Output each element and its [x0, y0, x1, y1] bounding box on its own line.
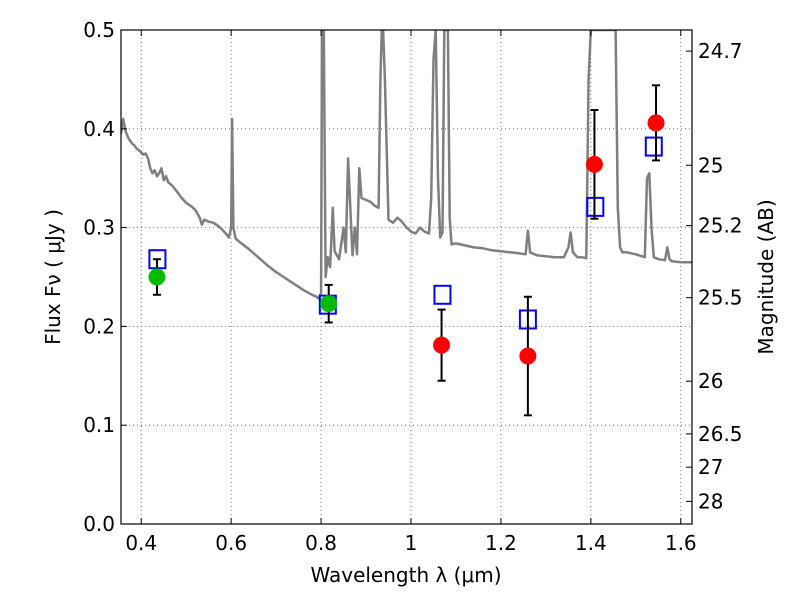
y-tick-label: 0.5	[83, 18, 115, 42]
green-data-point	[320, 295, 338, 313]
y2-tick-label: 26.5	[698, 422, 743, 446]
plot-frame	[120, 29, 693, 525]
y2-tick-label: 24.7	[698, 39, 743, 63]
y2-tick-label: 27	[698, 455, 723, 479]
y2-tick-label: 28	[698, 489, 723, 513]
x-tick-label: 1	[405, 531, 418, 555]
spectrum-line	[121, 30, 692, 300]
y2-tick-label: 25.2	[698, 214, 743, 238]
x-tick-label: 1.2	[485, 531, 517, 555]
y-tick-label: 0.3	[83, 216, 115, 240]
x-tick-label: 1.6	[665, 531, 697, 555]
x-tick-label: 0.8	[305, 531, 337, 555]
red-data-point	[647, 114, 665, 132]
y-tick-label: 0.1	[83, 413, 115, 437]
x-axis-label: Wavelength λ (μm)	[310, 563, 501, 587]
y-axis-label: Flux Fν ( μJy )	[41, 209, 65, 345]
red-data-point	[585, 155, 603, 173]
model-square-point	[644, 136, 663, 157]
green-data-point	[148, 268, 166, 286]
y2-tick-label: 26	[698, 369, 723, 393]
y2-axis-label: Magnitude (AB)	[754, 199, 778, 354]
y-tick-label: 0.0	[83, 512, 115, 536]
red-data-point	[519, 347, 537, 365]
axis-ticks: 0.4 0.6 0.8 1 1.2 1.4 1.6 0.0 0.1 0.2 0.3 0.4 0.5 24.…	[83, 18, 742, 555]
y2-tick-label: 25.5	[698, 286, 743, 310]
model-square-point	[433, 284, 452, 305]
x-tick-label: 1.4	[575, 531, 607, 555]
data-area	[121, 30, 692, 417]
y-tick-label: 0.4	[83, 117, 115, 141]
y2-tick-label: 25	[698, 153, 723, 177]
red-data-point	[433, 336, 451, 354]
x-tick-label: 0.6	[215, 531, 247, 555]
y-tick-label: 0.2	[83, 314, 115, 338]
x-tick-label: 0.4	[125, 531, 157, 555]
